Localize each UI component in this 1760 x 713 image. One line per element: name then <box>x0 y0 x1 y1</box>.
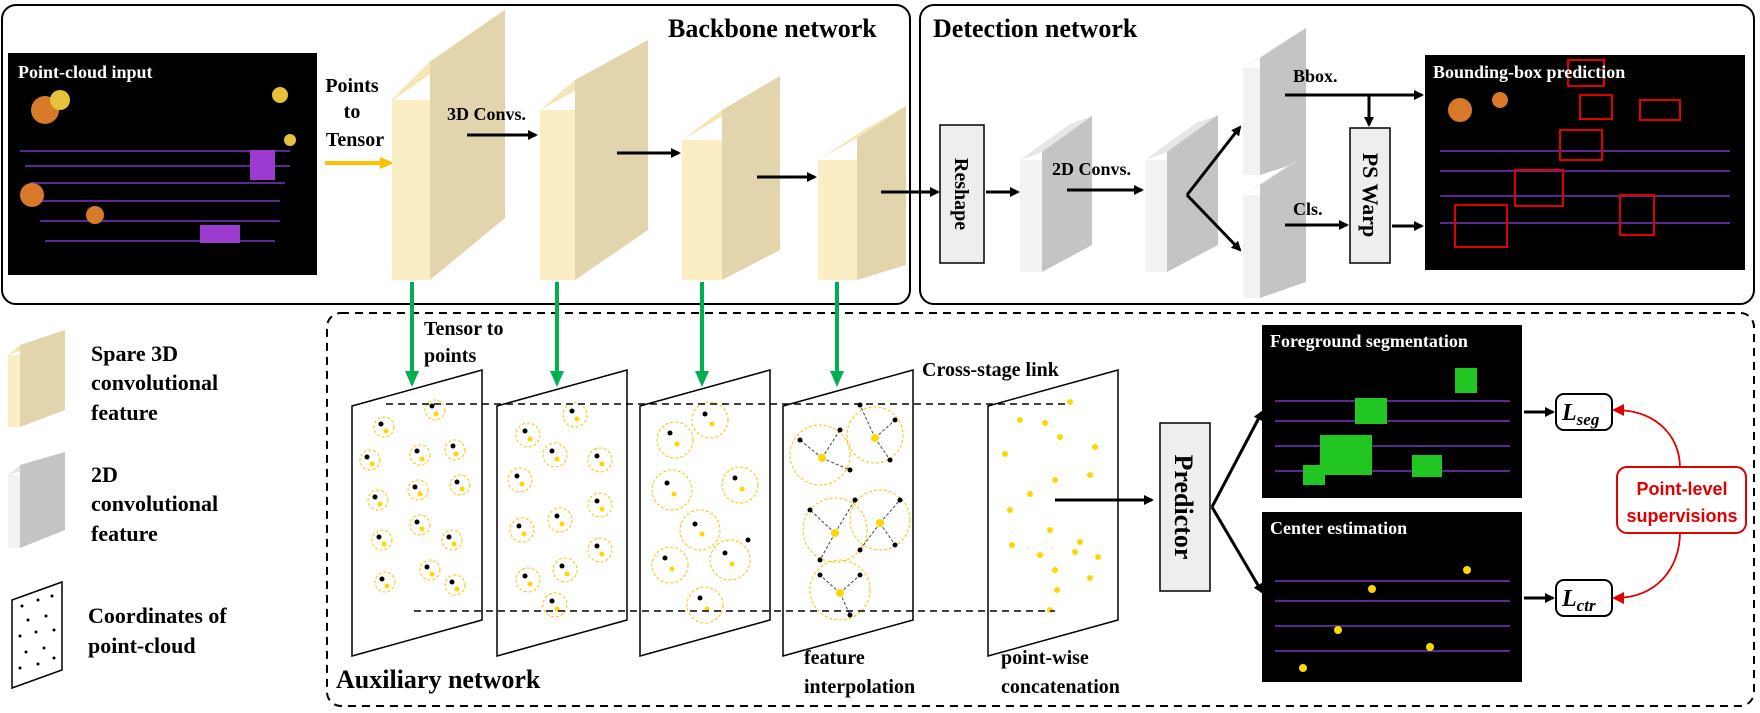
point-level-supervisions-line1: Point-level <box>1636 479 1727 499</box>
split-arrow-bbox <box>1185 125 1242 196</box>
legend-sparse-3d-line3: feature <box>91 400 158 425</box>
tensor-to-points-label-line1: Tensor to <box>424 318 503 340</box>
loss-seg-box <box>1555 393 1613 431</box>
auxiliary-network-box <box>326 312 1755 707</box>
feature-interpolation-label-line1: feature <box>804 647 865 669</box>
points-to-tensor-label-line2: to <box>344 101 361 123</box>
supervision-arrow-to-seg <box>1612 404 1681 469</box>
legend-sparse-3d-line2: convolutional <box>91 370 218 395</box>
2d-feature-block-2 <box>1145 115 1218 272</box>
point-cloud-input-label: Point-cloud input <box>18 62 153 82</box>
legend-sparse-3d-line1: Spare 3D <box>91 341 178 366</box>
split-arrow-cls <box>1185 193 1242 252</box>
cls-branch-label: Cls. <box>1293 199 1323 219</box>
legend-2d-conv-line2: convolutional <box>91 491 218 516</box>
ps-warp-label: PS Warp <box>1358 153 1383 238</box>
loss-ctr-box <box>1555 579 1613 617</box>
points-to-tensor-label-line1: Points <box>325 75 379 97</box>
2d-feature-block-cls <box>1243 155 1306 298</box>
sparse-3d-feature-block-2 <box>540 40 648 280</box>
point-plane-2 <box>496 369 628 657</box>
predictor-label: Predictor <box>1169 455 1198 560</box>
legend-coordinates-icon <box>11 580 63 690</box>
sparse-3d-feature-block-3 <box>682 76 780 280</box>
point-plane-3 <box>639 369 771 657</box>
reshape-label: Reshape <box>950 158 972 230</box>
detection-network-box <box>919 4 1755 305</box>
sparse-3d-feature-block-1 <box>391 9 506 280</box>
point-cloud-input-image: Point-cloud input <box>8 53 317 275</box>
ps-warp-box <box>1349 127 1391 264</box>
feature-interpolation-label-line2: interpolation <box>804 676 915 698</box>
legend-coordinates-line2: point-cloud <box>88 633 196 658</box>
bounding-box-prediction-label: Bounding-box prediction <box>1433 62 1625 82</box>
concatenation-label-line2: concatenation <box>1001 676 1120 698</box>
2d-feature-block-1 <box>1020 116 1092 272</box>
point-plane-4 <box>782 369 914 657</box>
points-to-tensor-label-line3: Tensor <box>326 129 384 151</box>
predictor-box <box>1159 422 1211 592</box>
auxiliary-network-title: Auxiliary network <box>336 665 541 694</box>
2d-convs-label: 2D Convs. <box>1052 159 1131 179</box>
detection-network-title: Detection network <box>933 14 1138 43</box>
3d-convs-label: 3D Convs. <box>447 104 526 124</box>
cross-stage-link-label: Cross-stage link <box>922 359 1060 381</box>
legend-coordinates-line1: Coordinates of <box>88 603 227 628</box>
center-estimation-image: Center estimation <box>1262 512 1522 682</box>
predictor-to-seg-arrow <box>1210 410 1264 508</box>
legend-sparse-3d-icon <box>8 330 65 427</box>
legend-2d-conv-icon <box>8 452 65 548</box>
point-plane-1 <box>351 369 483 657</box>
predictor-to-ctr-arrow <box>1210 506 1264 594</box>
legend-2d-conv-line1: 2D <box>91 462 118 487</box>
concatenation-label-line1: point-wise <box>1001 647 1089 669</box>
center-estimation-label: Center estimation <box>1270 518 1407 538</box>
point-plane-concat <box>987 369 1119 657</box>
loss-seg-label: Lseg <box>1561 400 1600 429</box>
legend-2d-conv-line3: feature <box>91 521 158 546</box>
tensor-to-points-label-line2: points <box>424 345 476 367</box>
supervision-arrow-to-ctr <box>1612 531 1681 604</box>
reshape-box <box>939 124 985 264</box>
loss-ctr-label: Lctr <box>1561 586 1596 615</box>
point-level-supervisions-box <box>1616 466 1747 534</box>
backbone-network-title: Backbone network <box>668 14 877 43</box>
foreground-segmentation-image: Foreground segmentation <box>1262 325 1522 498</box>
bbox-branch-label: Bbox. <box>1293 66 1338 86</box>
bounding-box-prediction-image: Bounding-box prediction <box>1425 55 1745 270</box>
foreground-segmentation-label: Foreground segmentation <box>1270 331 1468 351</box>
2d-feature-block-bbox <box>1243 28 1306 175</box>
point-level-supervisions-line2: supervisions <box>1626 506 1737 526</box>
backbone-network-box <box>1 4 911 305</box>
